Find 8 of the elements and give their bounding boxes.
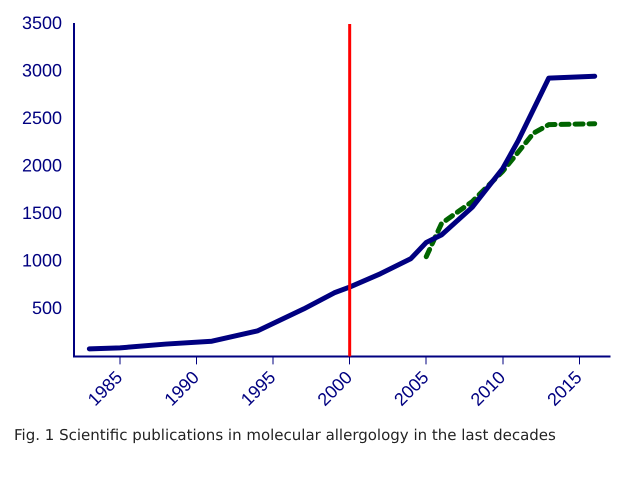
y-tick-label: 3500	[22, 12, 62, 33]
y-tick-label: 1000	[22, 250, 62, 270]
y-tick-label: 2500	[22, 108, 62, 128]
y-tick-label: 3000	[22, 60, 62, 80]
y-tick-label: 1500	[22, 202, 62, 223]
y-tick-label: 500	[32, 298, 62, 318]
y-tick-label: 2000	[22, 155, 62, 176]
caption: Fig. 1 Scientific publications in molecular allergology in the last decades	[14, 425, 557, 446]
